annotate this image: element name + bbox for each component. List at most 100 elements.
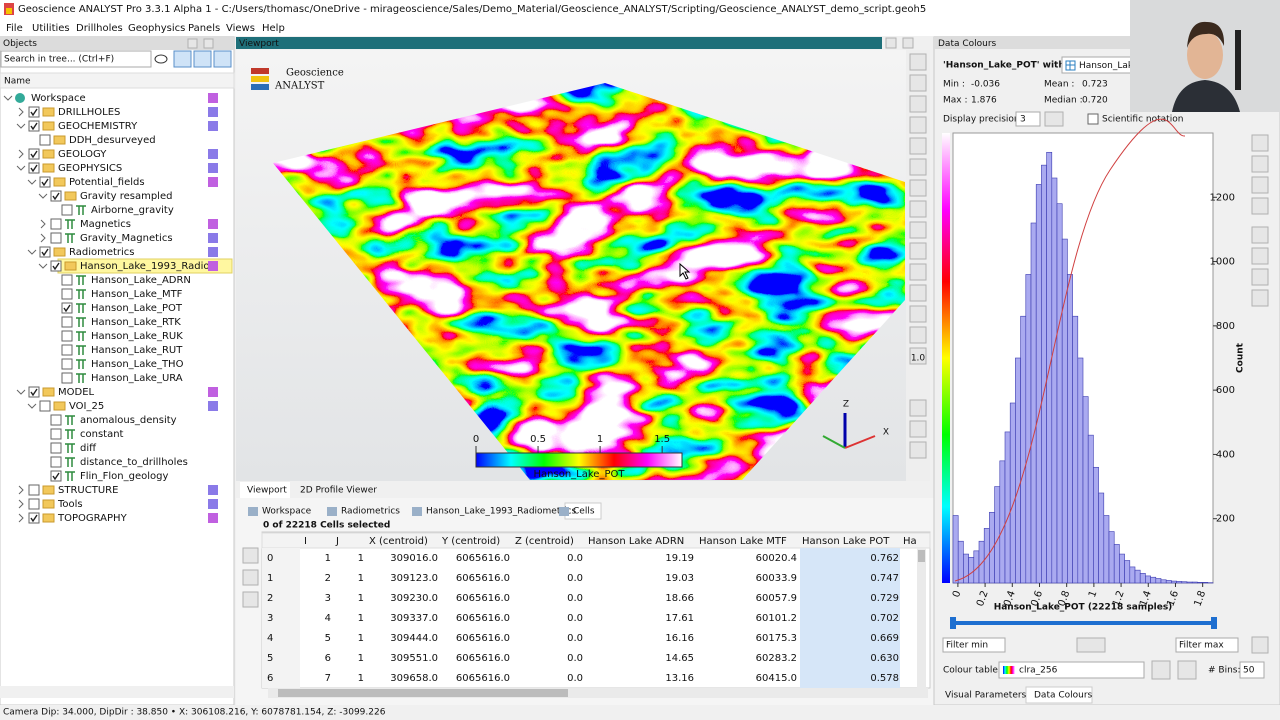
checkbox[interactable] [50, 456, 62, 468]
tab[interactable]: Hanson_Lake_1993_Radiometrics [426, 507, 577, 517]
filter-a[interactable] [173, 50, 192, 68]
column-header[interactable]: Hanson Lake MTF [699, 536, 787, 547]
tree-item-label[interactable]: Hanson_Lake_ADRN [91, 275, 191, 286]
colour-table-dropdown[interactable] [998, 661, 1145, 679]
tree-item-label[interactable]: Hanson_Lake_RUT [91, 345, 183, 356]
menu-item[interactable]: Drillholes [76, 23, 123, 34]
tree-item-label[interactable]: Hanson_Lake_MTF [91, 289, 183, 300]
menu-item[interactable]: File [6, 23, 23, 34]
tree-item-label[interactable]: Hanson_Lake_1993_Radio... [80, 261, 219, 272]
tree-item-label[interactable]: Hanson_Lake_RUK [91, 331, 183, 342]
tool-button[interactable] [909, 420, 927, 438]
checkbox[interactable] [50, 260, 62, 272]
reset-button[interactable] [1044, 111, 1064, 127]
checkbox[interactable] [28, 386, 40, 398]
column-header[interactable]: Hanson Lake POT [802, 536, 890, 547]
scroll-thumb[interactable] [278, 689, 568, 697]
tree-item-label[interactable]: GEOPHYSICS [58, 163, 122, 174]
checkbox[interactable] [50, 442, 62, 454]
tool-button[interactable] [909, 158, 927, 176]
histogram-tool[interactable] [1251, 289, 1269, 307]
tree-item-label[interactable]: Hanson_Lake_POT [91, 303, 183, 314]
checkbox[interactable] [50, 190, 62, 202]
expand-arrow[interactable] [18, 499, 24, 509]
slider-handle[interactable] [950, 617, 956, 629]
expand-arrow[interactable] [40, 219, 46, 229]
column-header[interactable]: X (centroid) [369, 536, 428, 547]
tool-button[interactable] [909, 399, 927, 417]
close-button[interactable] [902, 37, 914, 49]
filter-b[interactable] [193, 50, 212, 68]
tree-item-label[interactable]: MODEL [58, 387, 95, 398]
tab[interactable]: Data Colours [1034, 691, 1093, 701]
checkbox[interactable] [50, 470, 62, 482]
filter-min-box[interactable] [942, 637, 1006, 653]
tool-button[interactable] [909, 53, 927, 71]
tree-item-label[interactable]: STRUCTURE [58, 485, 118, 496]
tool-button[interactable] [909, 179, 927, 197]
column-header[interactable]: Z (centroid) [515, 536, 574, 547]
tree-item-label[interactable]: distance_to_drillholes [80, 457, 188, 468]
expand-arrow-open[interactable] [16, 389, 26, 395]
tree-item-label[interactable]: GEOCHEMISTRY [58, 121, 138, 132]
checkbox[interactable] [1087, 113, 1099, 125]
checkbox[interactable] [39, 246, 51, 258]
tool-button[interactable] [909, 74, 927, 92]
column-header[interactable]: J [335, 536, 339, 547]
checkbox[interactable] [61, 372, 73, 384]
slider-handle[interactable] [1211, 617, 1217, 629]
tool-button[interactable] [909, 221, 927, 239]
tree-item-label[interactable]: Radiometrics [69, 247, 135, 258]
filter-button[interactable] [1076, 637, 1106, 653]
expand-arrow-open[interactable] [3, 95, 13, 101]
expand-arrow-open[interactable] [16, 165, 26, 171]
bins-box[interactable] [1239, 661, 1265, 679]
tree-item-label[interactable]: VOI_25 [69, 401, 104, 412]
histogram-tool[interactable] [1251, 226, 1269, 244]
column-header[interactable]: Ha [903, 536, 917, 547]
checkbox[interactable] [39, 400, 51, 412]
tab[interactable]: Cells [573, 507, 595, 517]
expand-arrow-open[interactable] [27, 249, 37, 255]
tree-item-label[interactable]: Flin_Flon_geology [80, 471, 168, 482]
tree-item-label[interactable]: GEOLOGY [58, 149, 107, 160]
tab[interactable]: Visual Parameters [945, 691, 1027, 701]
tree-item-label[interactable]: DRILLHOLES [58, 107, 120, 118]
checkbox[interactable] [61, 288, 73, 300]
table-tool[interactable] [242, 591, 259, 608]
histogram-tool[interactable] [1251, 134, 1269, 152]
histogram-tool[interactable] [1251, 197, 1269, 215]
checkbox[interactable] [61, 344, 73, 356]
refresh-button[interactable] [1177, 660, 1197, 680]
checkbox[interactable] [28, 106, 40, 118]
expand-arrow[interactable] [18, 485, 24, 495]
precision-spinbox[interactable] [1015, 111, 1041, 127]
checkbox[interactable] [28, 484, 40, 496]
tree-item-label[interactable]: Gravity_Magnetics [80, 233, 173, 244]
checkbox[interactable] [61, 358, 73, 370]
checkbox[interactable] [28, 120, 40, 132]
float-button[interactable] [885, 37, 897, 49]
flip-button[interactable] [1151, 660, 1171, 680]
checkbox[interactable] [61, 274, 73, 286]
checkbox[interactable] [28, 512, 40, 524]
checkbox[interactable] [28, 498, 40, 510]
expand-arrow-open[interactable] [27, 179, 37, 185]
tree-item-label[interactable]: Tools [57, 499, 83, 510]
export-button[interactable] [1251, 636, 1269, 654]
expand-arrow-open[interactable] [16, 123, 26, 129]
tree-item-label[interactable]: Gravity resampled [80, 191, 172, 202]
scroll-thumb[interactable] [918, 550, 925, 562]
checkbox[interactable] [50, 428, 62, 440]
tool-button[interactable] [909, 305, 927, 323]
tab[interactable]: 2D Profile Viewer [300, 486, 377, 496]
histogram-tool[interactable] [1251, 176, 1269, 194]
checkbox[interactable] [50, 232, 62, 244]
tool-button[interactable] [909, 441, 927, 459]
tree-item-label[interactable]: Hanson_Lake_URA [91, 373, 183, 384]
tree-item-label[interactable]: Hanson_Lake_THO [91, 359, 184, 370]
tree-item-label[interactable]: TOPOGRAPHY [57, 513, 128, 524]
expand-arrow-open[interactable] [38, 263, 48, 269]
tool-button[interactable] [909, 116, 927, 134]
column-header[interactable]: Hanson Lake ADRN [588, 536, 684, 547]
